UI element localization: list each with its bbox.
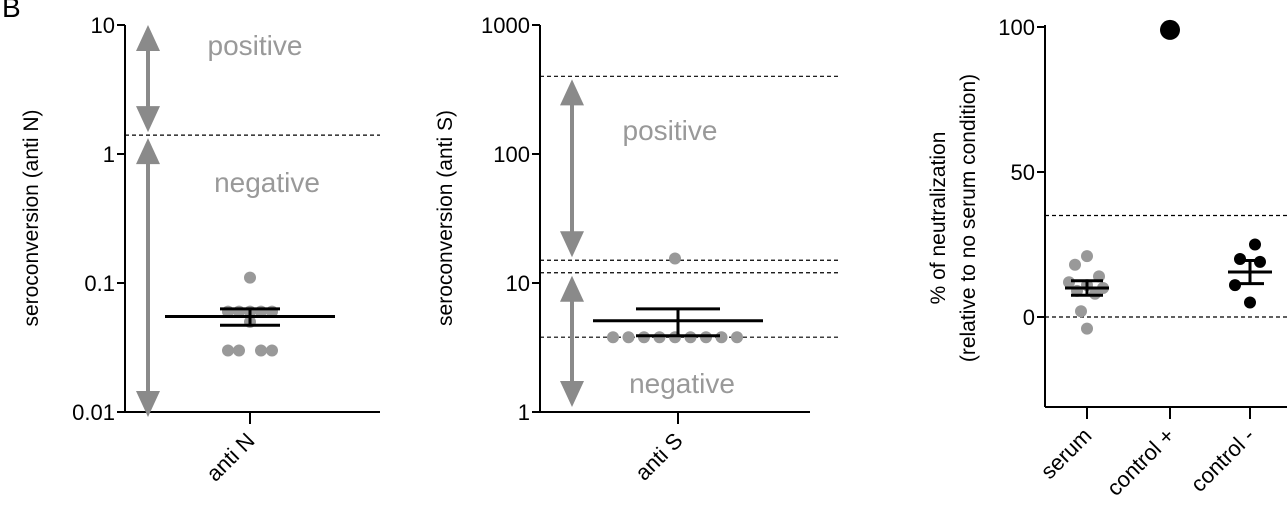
arrow-head-down	[136, 106, 160, 133]
mean-sem	[165, 307, 335, 327]
data-point	[1160, 19, 1180, 40]
arrow-head-up	[560, 275, 584, 302]
x-tick-label: control +	[1102, 423, 1180, 501]
annotation-positive: positive	[208, 30, 303, 61]
arrow-head-down	[560, 231, 584, 258]
y-tick-label: 1	[103, 142, 115, 167]
y-axis-title: seroconversion (anti S)	[434, 110, 457, 326]
data-point	[1229, 279, 1241, 292]
x-tick-label: control -	[1186, 423, 1260, 497]
data-point	[1081, 322, 1093, 335]
arrow-head-down	[136, 391, 160, 417]
annotation-positive: positive	[623, 115, 718, 146]
chart-anti-s: 1 10 100 1000 positive negative seroconversion…	[434, 13, 840, 485]
chart-anti-n: 0.01 0.1 1 10 positive negative seroconversion…	[20, 13, 380, 486]
x-tick-label: anti N	[201, 428, 259, 486]
y-tick-label: 100	[493, 142, 530, 167]
data-point	[222, 344, 234, 357]
data-point	[266, 344, 278, 357]
mean-sem-serum	[1065, 279, 1109, 297]
y-tick-label: 0.1	[84, 271, 115, 296]
y-tick-label: 50	[1011, 160, 1035, 185]
negative-arrow	[136, 138, 160, 417]
data-point	[731, 331, 743, 344]
positive-arrow	[136, 25, 160, 133]
y-tick-label: 0.01	[72, 400, 115, 425]
data-point	[1069, 258, 1081, 271]
chart-neutralization: 0 50 100 % of neutralization (relative to no…	[927, 15, 1287, 501]
arrow-head-up	[136, 138, 160, 165]
x-tick-label: serum	[1036, 423, 1097, 484]
y-axis-subtitle: (relative to no serum condition)	[957, 74, 980, 362]
y-tick-label: 10	[506, 271, 530, 296]
data-point	[1075, 305, 1087, 318]
data-point	[244, 271, 256, 284]
y-tick-label: 0	[1023, 305, 1035, 330]
annotation-negative: negative	[629, 368, 735, 399]
negative-arrow	[560, 275, 584, 407]
data-point	[1249, 238, 1261, 251]
mean-sem-control-minus	[1228, 258, 1272, 286]
data-point	[1063, 276, 1075, 289]
positive-arrow	[560, 79, 584, 258]
data-point	[1081, 250, 1093, 263]
y-tick-label: 100	[998, 15, 1035, 40]
y-tick-label: 1	[518, 400, 530, 425]
arrow-head-up	[560, 79, 584, 106]
y-tick-label: 1000	[481, 13, 530, 38]
y-axis-title: % of neutralization	[927, 132, 950, 305]
data-point	[233, 344, 245, 357]
arrow-head-down	[560, 381, 584, 407]
data-point	[607, 331, 619, 344]
annotation-negative: negative	[214, 167, 320, 198]
arrow-head-up	[136, 25, 160, 51]
y-tick-label: 10	[91, 13, 115, 38]
panel-label: B	[2, 0, 21, 23]
data-point	[255, 344, 267, 357]
data-point	[669, 252, 681, 265]
y-axis-title: seroconversion (anti N)	[20, 109, 43, 326]
x-tick-label: anti S	[630, 428, 687, 485]
mean-sem	[593, 307, 763, 338]
data-point	[622, 331, 635, 344]
data-point	[1244, 296, 1256, 309]
data-point	[715, 331, 728, 344]
